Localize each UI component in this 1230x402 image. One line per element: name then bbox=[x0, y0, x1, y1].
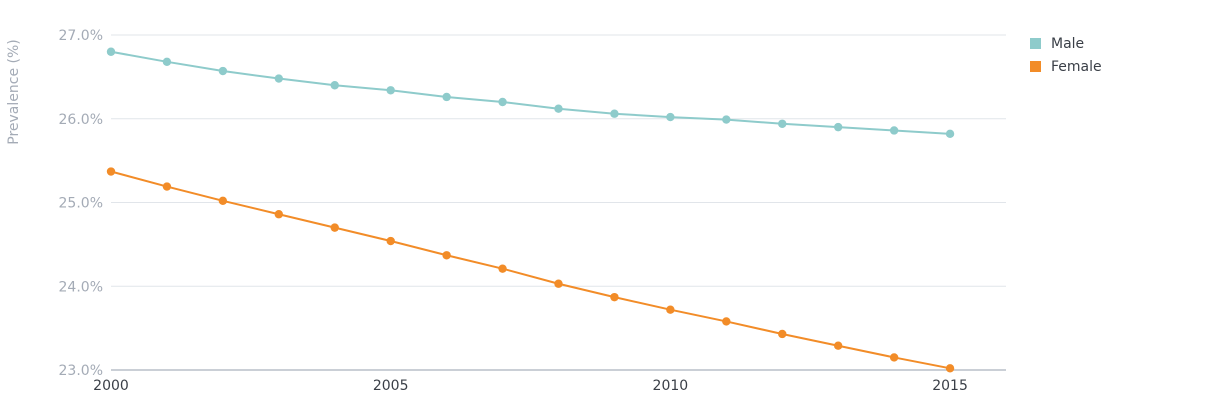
y-tick-label: 26.0% bbox=[59, 112, 103, 128]
grid-layer bbox=[111, 34, 1006, 371]
legend-item-female[interactable]: Female bbox=[1030, 59, 1102, 75]
x-tick-label: 2015 bbox=[932, 378, 968, 394]
x-tick-label: 2010 bbox=[653, 378, 689, 394]
data-point-female[interactable] bbox=[274, 210, 284, 219]
y-tick-label: 25.0% bbox=[59, 196, 103, 212]
x-tick-label: 2000 bbox=[93, 378, 129, 394]
data-point-female[interactable] bbox=[218, 196, 228, 206]
data-point-male[interactable] bbox=[106, 47, 116, 56]
data-point-female[interactable] bbox=[330, 223, 339, 232]
data-point-female[interactable] bbox=[106, 167, 116, 176]
legend-swatch bbox=[1030, 38, 1041, 49]
y-tick-label: 24.0% bbox=[59, 279, 103, 295]
legend: Male Female bbox=[1030, 36, 1102, 75]
legend-swatch bbox=[1030, 61, 1041, 72]
y-axis-title: Prevalence (%) bbox=[6, 39, 22, 145]
data-point-male[interactable] bbox=[442, 92, 451, 102]
data-point-male[interactable] bbox=[554, 104, 563, 113]
data-point-female[interactable] bbox=[554, 279, 563, 288]
data-point-female[interactable] bbox=[945, 364, 955, 373]
legend-label: Female bbox=[1051, 59, 1102, 75]
y-tick-label: 27.0% bbox=[59, 28, 103, 44]
data-point-male[interactable] bbox=[498, 97, 507, 107]
data-point-male[interactable] bbox=[889, 126, 899, 135]
legend-item-male[interactable]: Male bbox=[1030, 36, 1084, 52]
x-tick-label: 2005 bbox=[373, 378, 409, 394]
series-female bbox=[106, 167, 955, 373]
series-line-female bbox=[110, 170, 952, 370]
y-tick-label: 23.0% bbox=[59, 363, 103, 379]
data-point-female[interactable] bbox=[778, 329, 787, 339]
series-layer bbox=[106, 47, 955, 373]
data-point-female[interactable] bbox=[610, 292, 619, 302]
data-point-male[interactable] bbox=[274, 74, 284, 83]
data-point-male[interactable] bbox=[162, 57, 172, 66]
series-male bbox=[106, 47, 955, 139]
data-point-female[interactable] bbox=[386, 236, 395, 246]
axis-layer: Prevalence (%) 27.0% 26.0% 25.0% 24.0% 23.0%… bbox=[6, 28, 968, 394]
data-point-female[interactable] bbox=[889, 353, 899, 362]
legend-label: Male bbox=[1051, 36, 1084, 52]
data-point-female[interactable] bbox=[162, 182, 172, 191]
data-point-male[interactable] bbox=[218, 66, 228, 76]
data-point-male[interactable] bbox=[722, 115, 731, 124]
data-point-male[interactable] bbox=[610, 109, 619, 118]
data-point-female[interactable] bbox=[442, 251, 451, 260]
data-point-male[interactable] bbox=[666, 112, 675, 122]
series-line-male bbox=[110, 50, 952, 135]
data-point-female[interactable] bbox=[722, 317, 731, 326]
data-point-female[interactable] bbox=[666, 305, 675, 314]
data-point-male[interactable] bbox=[330, 81, 339, 90]
data-point-male[interactable] bbox=[945, 129, 955, 139]
data-point-male[interactable] bbox=[386, 86, 395, 95]
data-point-female[interactable] bbox=[833, 341, 843, 350]
data-point-female[interactable] bbox=[498, 264, 507, 273]
data-point-male[interactable] bbox=[833, 122, 843, 132]
data-point-male[interactable] bbox=[778, 119, 787, 128]
